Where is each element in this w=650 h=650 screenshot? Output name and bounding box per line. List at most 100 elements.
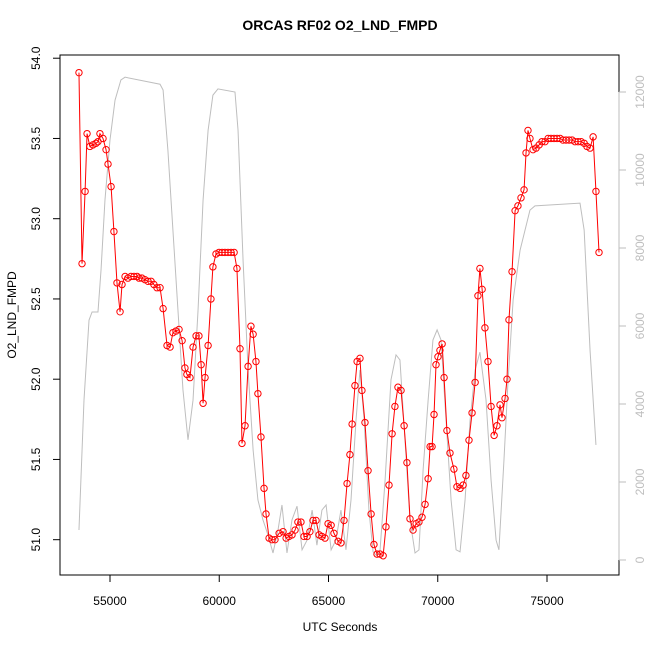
data-point bbox=[586, 144, 594, 152]
data-point bbox=[443, 426, 451, 435]
data-point bbox=[83, 129, 91, 138]
data-point bbox=[309, 516, 317, 525]
data-point bbox=[406, 515, 414, 523]
y-tick-label: 52.5 bbox=[29, 287, 43, 311]
data-point bbox=[186, 373, 194, 382]
y2-tick-label: 2000 bbox=[633, 468, 647, 495]
x-tick-label: 65000 bbox=[312, 594, 346, 608]
y2-tick-label: 0 bbox=[633, 556, 647, 563]
data-point bbox=[321, 534, 329, 542]
data-point bbox=[476, 264, 484, 273]
data-point bbox=[207, 295, 215, 303]
y2-tick-label: 8000 bbox=[633, 234, 647, 261]
data-point bbox=[327, 521, 335, 529]
data-point bbox=[434, 353, 442, 361]
data-point bbox=[520, 186, 528, 194]
data-point bbox=[409, 526, 417, 534]
data-point bbox=[400, 422, 408, 430]
data-point bbox=[459, 481, 467, 489]
data-point bbox=[268, 535, 276, 544]
data-point bbox=[254, 389, 262, 398]
data-point bbox=[306, 527, 314, 536]
data-point bbox=[78, 259, 86, 268]
data-point bbox=[391, 402, 399, 411]
data-point bbox=[215, 248, 223, 257]
data-point bbox=[348, 420, 356, 428]
data-point bbox=[487, 402, 495, 411]
data-point bbox=[197, 361, 205, 369]
data-point bbox=[238, 439, 246, 448]
data-point bbox=[496, 401, 504, 409]
x-tick-label: 60000 bbox=[203, 594, 237, 608]
data-point bbox=[330, 529, 338, 537]
data-point bbox=[230, 248, 238, 257]
data-point bbox=[294, 518, 302, 526]
data-point bbox=[432, 361, 440, 369]
data-point bbox=[446, 449, 454, 457]
data-point bbox=[166, 343, 174, 351]
data-point bbox=[493, 422, 501, 430]
data-point bbox=[153, 284, 161, 292]
data-point bbox=[92, 139, 100, 147]
data-point bbox=[204, 341, 212, 350]
data-point bbox=[144, 277, 152, 285]
data-point bbox=[249, 330, 257, 338]
series-line bbox=[78, 76, 597, 557]
data-point bbox=[300, 532, 308, 541]
data-point bbox=[156, 284, 164, 292]
data-point bbox=[424, 475, 432, 483]
y-tick-label: 53.5 bbox=[29, 126, 43, 150]
data-point bbox=[81, 187, 89, 196]
data-point bbox=[595, 248, 603, 257]
data-point bbox=[430, 410, 438, 419]
data-point bbox=[462, 471, 470, 480]
data-point bbox=[262, 510, 270, 518]
data-point bbox=[209, 263, 217, 271]
data-point bbox=[104, 160, 112, 168]
data-point bbox=[189, 343, 197, 351]
data-point bbox=[522, 149, 530, 157]
data-point bbox=[421, 500, 429, 509]
data-point bbox=[312, 516, 320, 525]
data-point bbox=[291, 526, 299, 534]
data-point bbox=[343, 479, 351, 488]
data-point bbox=[478, 285, 486, 294]
data-point bbox=[199, 399, 207, 407]
y2-tick-label: 10000 bbox=[633, 153, 647, 187]
data-point bbox=[364, 466, 372, 475]
data-point bbox=[517, 194, 525, 202]
data-point bbox=[514, 202, 522, 210]
data-point bbox=[440, 373, 448, 382]
y-tick-label: 53.0 bbox=[29, 207, 43, 231]
data-point bbox=[236, 345, 244, 353]
data-point bbox=[260, 484, 268, 493]
data-point bbox=[370, 540, 378, 549]
data-point bbox=[252, 357, 260, 366]
x-tick-label: 55000 bbox=[93, 594, 127, 608]
data-point bbox=[118, 280, 126, 289]
y-tick-label: 51.0 bbox=[29, 528, 43, 552]
data-point bbox=[379, 552, 387, 560]
data-point bbox=[133, 272, 141, 281]
data-point bbox=[130, 272, 138, 281]
data-point bbox=[356, 354, 364, 363]
data-point bbox=[159, 304, 167, 313]
data-point bbox=[107, 182, 115, 191]
data-point bbox=[474, 292, 482, 300]
data-point bbox=[501, 394, 509, 403]
data-point bbox=[218, 248, 226, 257]
data-point bbox=[428, 442, 436, 451]
plot-box bbox=[59, 54, 620, 576]
data-point bbox=[195, 332, 203, 340]
chart-title: ORCAS RF02 O2_LND_FMPD bbox=[242, 17, 437, 33]
data-point bbox=[351, 381, 359, 390]
data-point bbox=[340, 516, 348, 525]
data-point bbox=[192, 332, 200, 340]
y2-tick-label: 4000 bbox=[633, 390, 647, 417]
data-point bbox=[490, 431, 498, 440]
data-point bbox=[257, 433, 265, 441]
data-point bbox=[450, 465, 458, 473]
data-point bbox=[116, 308, 124, 316]
data-point bbox=[297, 518, 305, 526]
